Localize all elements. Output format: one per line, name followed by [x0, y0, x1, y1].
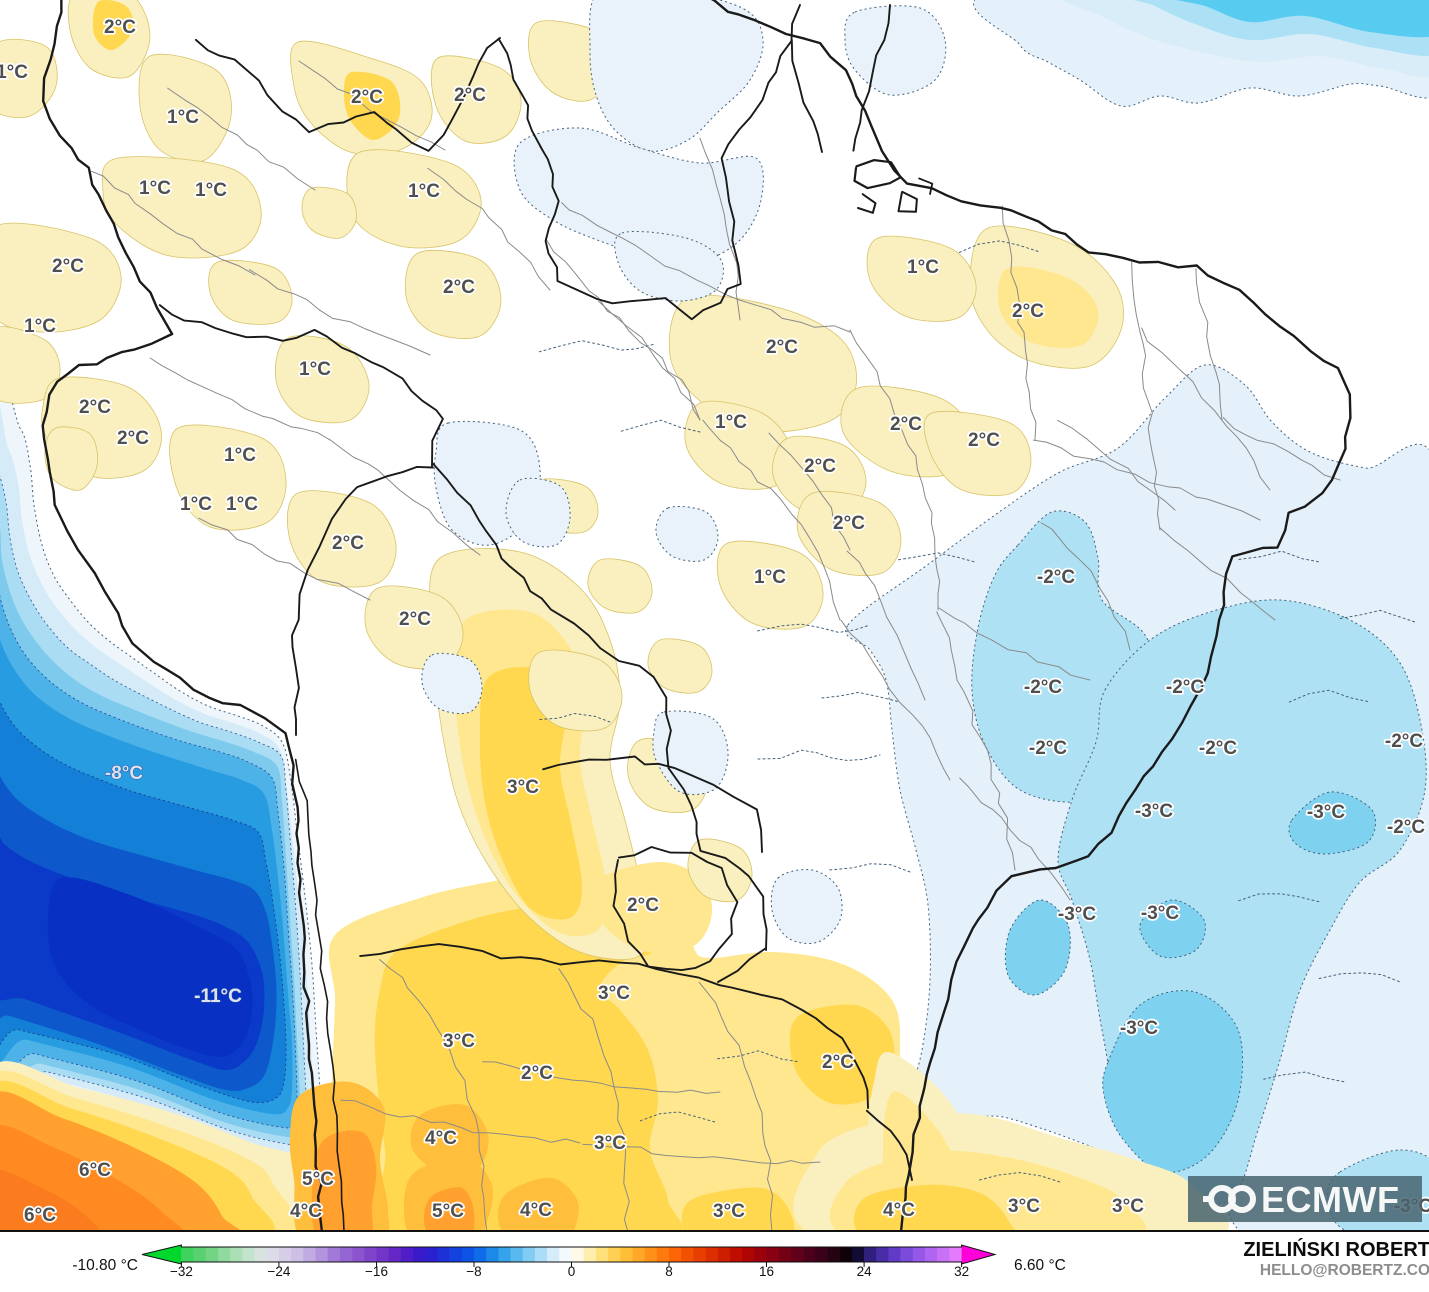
svg-text:2°C: 2°C [890, 414, 922, 435]
svg-text:−8: −8 [466, 1264, 481, 1279]
svg-text:-10.80 °C: -10.80 °C [72, 1257, 138, 1274]
svg-text:2°C: 2°C [399, 609, 431, 630]
svg-text:ECMWF: ECMWF [1261, 1179, 1399, 1220]
svg-text:2°C: 2°C [454, 85, 486, 106]
svg-text:6°C: 6°C [79, 1160, 111, 1181]
svg-text:−24: −24 [267, 1264, 290, 1279]
svg-text:3°C: 3°C [1008, 1196, 1040, 1217]
svg-text:2°C: 2°C [833, 513, 865, 534]
svg-text:2°C: 2°C [443, 277, 475, 298]
svg-text:6.60 °C: 6.60 °C [1014, 1257, 1066, 1274]
svg-text:1°C: 1°C [139, 178, 171, 199]
svg-text:1°C: 1°C [24, 316, 56, 337]
svg-text:2°C: 2°C [968, 430, 1000, 451]
svg-text:24: 24 [857, 1264, 873, 1279]
svg-text:-3°C: -3°C [1135, 801, 1173, 822]
svg-text:-11°C: -11°C [194, 986, 242, 1007]
svg-text:3°C: 3°C [1112, 1196, 1144, 1217]
svg-text:-3°C: -3°C [1141, 903, 1179, 924]
svg-text:4°C: 4°C [883, 1200, 915, 1221]
svg-text:-2°C: -2°C [1037, 567, 1075, 588]
svg-text:1°C: 1°C [224, 445, 256, 466]
svg-text:3°C: 3°C [507, 777, 539, 798]
svg-text:5°C: 5°C [432, 1201, 464, 1222]
svg-text:0: 0 [568, 1264, 576, 1279]
svg-text:-2°C: -2°C [1387, 817, 1425, 838]
svg-text:1°C: 1°C [195, 180, 227, 201]
svg-text:3°C: 3°C [594, 1133, 626, 1154]
svg-text:1°C: 1°C [226, 494, 258, 515]
svg-text:-8°C: -8°C [105, 763, 143, 784]
svg-text:4°C: 4°C [425, 1128, 457, 1149]
svg-text:2°C: 2°C [1012, 301, 1044, 322]
svg-text:1°C: 1°C [0, 62, 28, 83]
svg-text:3°C: 3°C [598, 983, 630, 1004]
svg-text:2°C: 2°C [766, 337, 798, 358]
svg-text:8: 8 [665, 1264, 673, 1279]
svg-text:2°C: 2°C [804, 456, 836, 477]
svg-text:ZIELIŃSKI ROBERT: ZIELIŃSKI ROBERT [1243, 1238, 1429, 1261]
svg-text:2°C: 2°C [822, 1052, 854, 1073]
svg-text:4°C: 4°C [290, 1201, 322, 1222]
svg-text:-3°C: -3°C [1307, 802, 1345, 823]
svg-text:5°C: 5°C [302, 1169, 334, 1190]
svg-text:-2°C: -2°C [1166, 677, 1204, 698]
svg-text:-3°C: -3°C [1058, 904, 1096, 925]
svg-text:1°C: 1°C [907, 257, 939, 278]
svg-text:2°C: 2°C [332, 533, 364, 554]
svg-text:1°C: 1°C [299, 359, 331, 380]
svg-text:−32: −32 [170, 1264, 193, 1279]
svg-text:1°C: 1°C [408, 181, 440, 202]
svg-text:1°C: 1°C [180, 494, 212, 515]
svg-text:2°C: 2°C [117, 428, 149, 449]
svg-text:1°C: 1°C [167, 107, 199, 128]
svg-text:-3°C: -3°C [1120, 1018, 1158, 1039]
svg-text:2°C: 2°C [52, 256, 84, 277]
svg-text:32: 32 [954, 1264, 969, 1279]
svg-text:-2°C: -2°C [1385, 731, 1423, 752]
svg-text:4°C: 4°C [520, 1200, 552, 1221]
svg-text:2°C: 2°C [351, 87, 383, 108]
svg-text:-2°C: -2°C [1024, 677, 1062, 698]
svg-text:2°C: 2°C [627, 895, 659, 916]
svg-text:2°C: 2°C [521, 1063, 553, 1084]
svg-text:−16: −16 [365, 1264, 388, 1279]
svg-text:2°C: 2°C [104, 17, 136, 38]
svg-text:3°C: 3°C [443, 1031, 475, 1052]
svg-text:1°C: 1°C [754, 567, 786, 588]
svg-text:1°C: 1°C [715, 412, 747, 433]
svg-text:2°C: 2°C [79, 397, 111, 418]
svg-text:-2°C: -2°C [1029, 738, 1067, 759]
svg-text:6°C: 6°C [24, 1205, 56, 1226]
svg-text:3°C: 3°C [713, 1201, 745, 1222]
svg-text:16: 16 [759, 1264, 774, 1279]
svg-text:-2°C: -2°C [1199, 738, 1237, 759]
svg-text:HELLO@ROBERTZ.CO: HELLO@ROBERTZ.CO [1260, 1262, 1429, 1279]
